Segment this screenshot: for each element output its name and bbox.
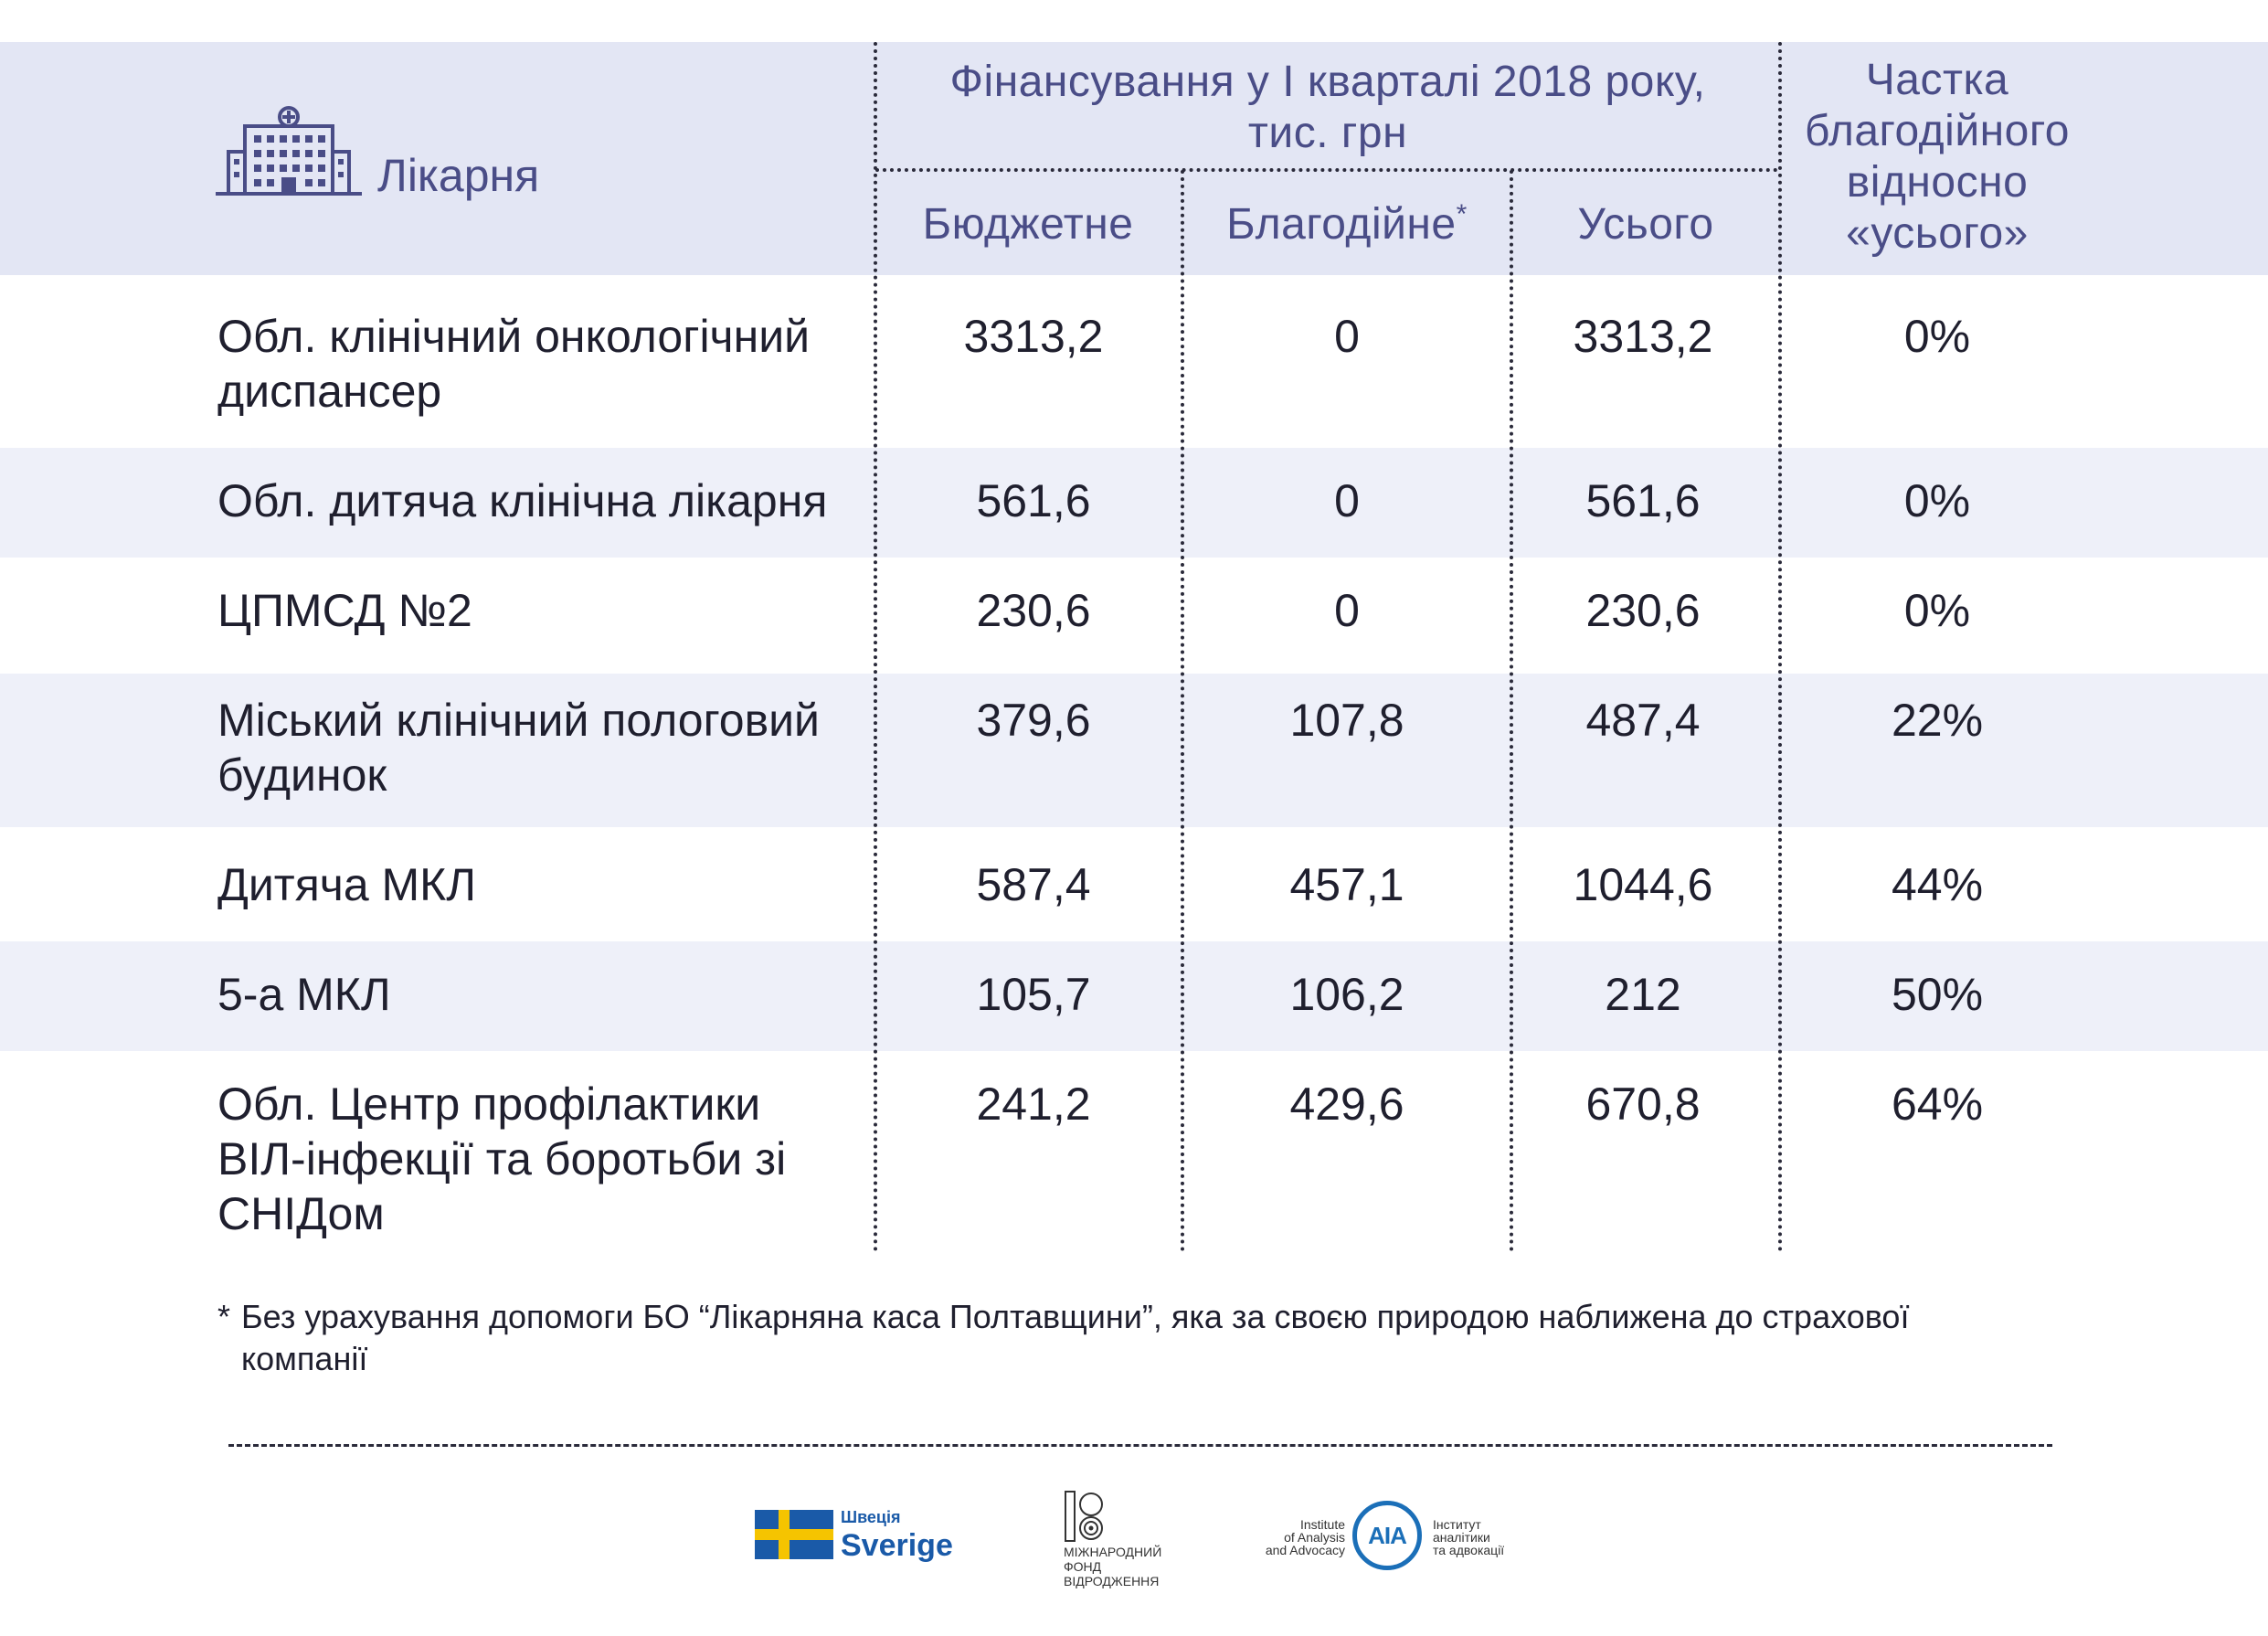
hospital-name-line: СНІДом: [217, 1188, 385, 1239]
sweden-flag-icon: [755, 1510, 833, 1559]
hospital-name-line: диспансер: [217, 366, 442, 417]
hospital-name: Дитяча МКЛ: [217, 857, 875, 912]
hospital-name-line: Обл. клінічний онкологічний: [217, 311, 811, 362]
iaa-logo-icon: AIA: [1352, 1501, 1422, 1570]
row-band: [0, 448, 2268, 558]
irf-label-line: ВІДРОДЖЕННЯ: [1064, 1574, 1160, 1588]
total-cell: 3313,2: [1573, 311, 1713, 362]
budget-cell: 241,2: [976, 1078, 1091, 1130]
column-divider: [1778, 42, 1782, 1252]
total-cell: 561,6: [1585, 475, 1701, 526]
hospital-name-line: будинок: [217, 749, 387, 801]
funding-group-header: Фінансування у І кварталі 2018 року, тис…: [877, 57, 1778, 159]
row-band: [0, 941, 2268, 1051]
charity-column-header: Благодійне*: [1184, 199, 1510, 250]
budget-column-header: Бюджетне: [922, 200, 1134, 249]
budget-cell: 230,6: [976, 585, 1091, 636]
share-cell: 0%: [1903, 311, 1971, 362]
hospital-icon: [216, 106, 362, 196]
budget-cell: 561,6: [976, 475, 1091, 526]
charity-cell: 0: [1334, 475, 1360, 526]
sweden-big-label: Sverige: [841, 1528, 953, 1563]
table-header-band: [0, 42, 2268, 275]
hospital-name-line: ВІЛ-інфекції та боротьби зі: [217, 1133, 787, 1185]
charity-cell: 0: [1334, 311, 1360, 362]
total-cell: 212: [1605, 969, 1681, 1020]
share-header-line: Частка: [1865, 56, 2009, 104]
charity-cell: 0: [1334, 585, 1360, 636]
share-header-line: «усього»: [1846, 209, 2029, 258]
column-divider: [1181, 170, 1184, 1252]
hospital-name: Міський клінічний пологовий будинок: [217, 693, 875, 802]
footnote-star: *: [217, 1298, 231, 1335]
footnote-mark: *: [1456, 199, 1468, 229]
share-cell: 0%: [1903, 585, 1971, 636]
total-cell: 670,8: [1585, 1078, 1701, 1130]
iaa-logo-mark: AIA: [1368, 1521, 1407, 1549]
iaa-en-label-line: and Advocacy: [1265, 1543, 1345, 1557]
funding-header-line: тис. грн: [1247, 109, 1408, 157]
row-band: [0, 674, 2268, 827]
share-header-line: відносно: [1846, 158, 2029, 207]
total-column-header: Усього: [1577, 200, 1714, 249]
share-cell: 50%: [1891, 969, 1984, 1020]
footnote-line: компанії: [241, 1340, 368, 1377]
hospital-name-line: Дитяча МКЛ: [217, 859, 477, 910]
iaa-ua-label-line: та адвокації: [1433, 1543, 1505, 1557]
charity-cell: 106,2: [1289, 969, 1404, 1020]
hospital-name: Обл. Центр профілактики ВІЛ-інфекції та …: [217, 1077, 875, 1241]
header-subdivider: [875, 168, 1778, 172]
hospital-name-line: ЦПМСД №2: [217, 585, 472, 636]
iaa-ua-label-line: Інститут: [1433, 1517, 1481, 1532]
hospital-name-line: Обл. дитяча клінічна лікарня: [217, 475, 828, 526]
hospital-name: ЦПМСД №2: [217, 583, 875, 638]
footnote: * Без урахування допомоги БО “Лікарняна …: [217, 1296, 2045, 1380]
footnote-line: Без урахування допомоги БО “Лікарняна ка…: [241, 1298, 1910, 1335]
budget-cell: 379,6: [976, 695, 1091, 746]
budget-cell: 3313,2: [963, 311, 1104, 362]
sponsor-logos: Швеція Sverige МІЖНАРОДНИЙ ФОНД ВІДРОДЖЕ…: [0, 1490, 2268, 1627]
share-cell: 64%: [1891, 1078, 1984, 1130]
irf-logo-icon: [1065, 1491, 1103, 1542]
column-divider: [1510, 170, 1513, 1252]
total-cell: 1044,6: [1573, 859, 1713, 910]
funding-header-line: Фінансування у І кварталі 2018 року,: [949, 58, 1706, 106]
total-cell: 487,4: [1585, 695, 1701, 746]
hospital-name-line: Міський клінічний пологовий: [217, 695, 820, 746]
budget-cell: 105,7: [976, 969, 1091, 1020]
hospital-name: Обл. дитяча клінічна лікарня: [217, 473, 875, 528]
total-cell: 230,6: [1585, 585, 1701, 636]
hospital-name-line: 5-а МКЛ: [217, 969, 391, 1020]
charity-cell: 429,6: [1289, 1078, 1404, 1130]
share-header-line: благодійного: [1805, 107, 2070, 155]
iaa-ua-label-line: аналітики: [1433, 1530, 1490, 1545]
share-cell: 44%: [1891, 859, 1984, 910]
footer-separator: [228, 1444, 2052, 1447]
hospital-column-header: Лікарня: [377, 150, 540, 201]
share-cell: 0%: [1903, 475, 1971, 526]
share-cell: 22%: [1891, 695, 1984, 746]
irf-label-line: МІЖНАРОДНИЙ: [1064, 1545, 1162, 1559]
hospital-name: 5-а МКЛ: [217, 967, 875, 1022]
charity-cell: 107,8: [1289, 695, 1404, 746]
iaa-en-label-line: of Analysis: [1284, 1530, 1345, 1545]
hospital-name: Обл. клінічний онкологічний диспансер: [217, 309, 875, 419]
column-divider: [874, 42, 877, 1252]
iaa-en-label-line: Institute: [1299, 1517, 1345, 1532]
budget-cell: 587,4: [976, 859, 1091, 910]
charity-header-text: Благодійне: [1226, 200, 1457, 249]
charity-cell: 457,1: [1289, 859, 1404, 910]
sweden-small-label: Швеція: [841, 1508, 901, 1526]
share-column-header: Частка благодійного відносно «усього»: [1782, 55, 2093, 260]
irf-label-line: ФОНД: [1064, 1559, 1102, 1574]
hospital-name-line: Обл. Центр профілактики: [217, 1078, 761, 1130]
